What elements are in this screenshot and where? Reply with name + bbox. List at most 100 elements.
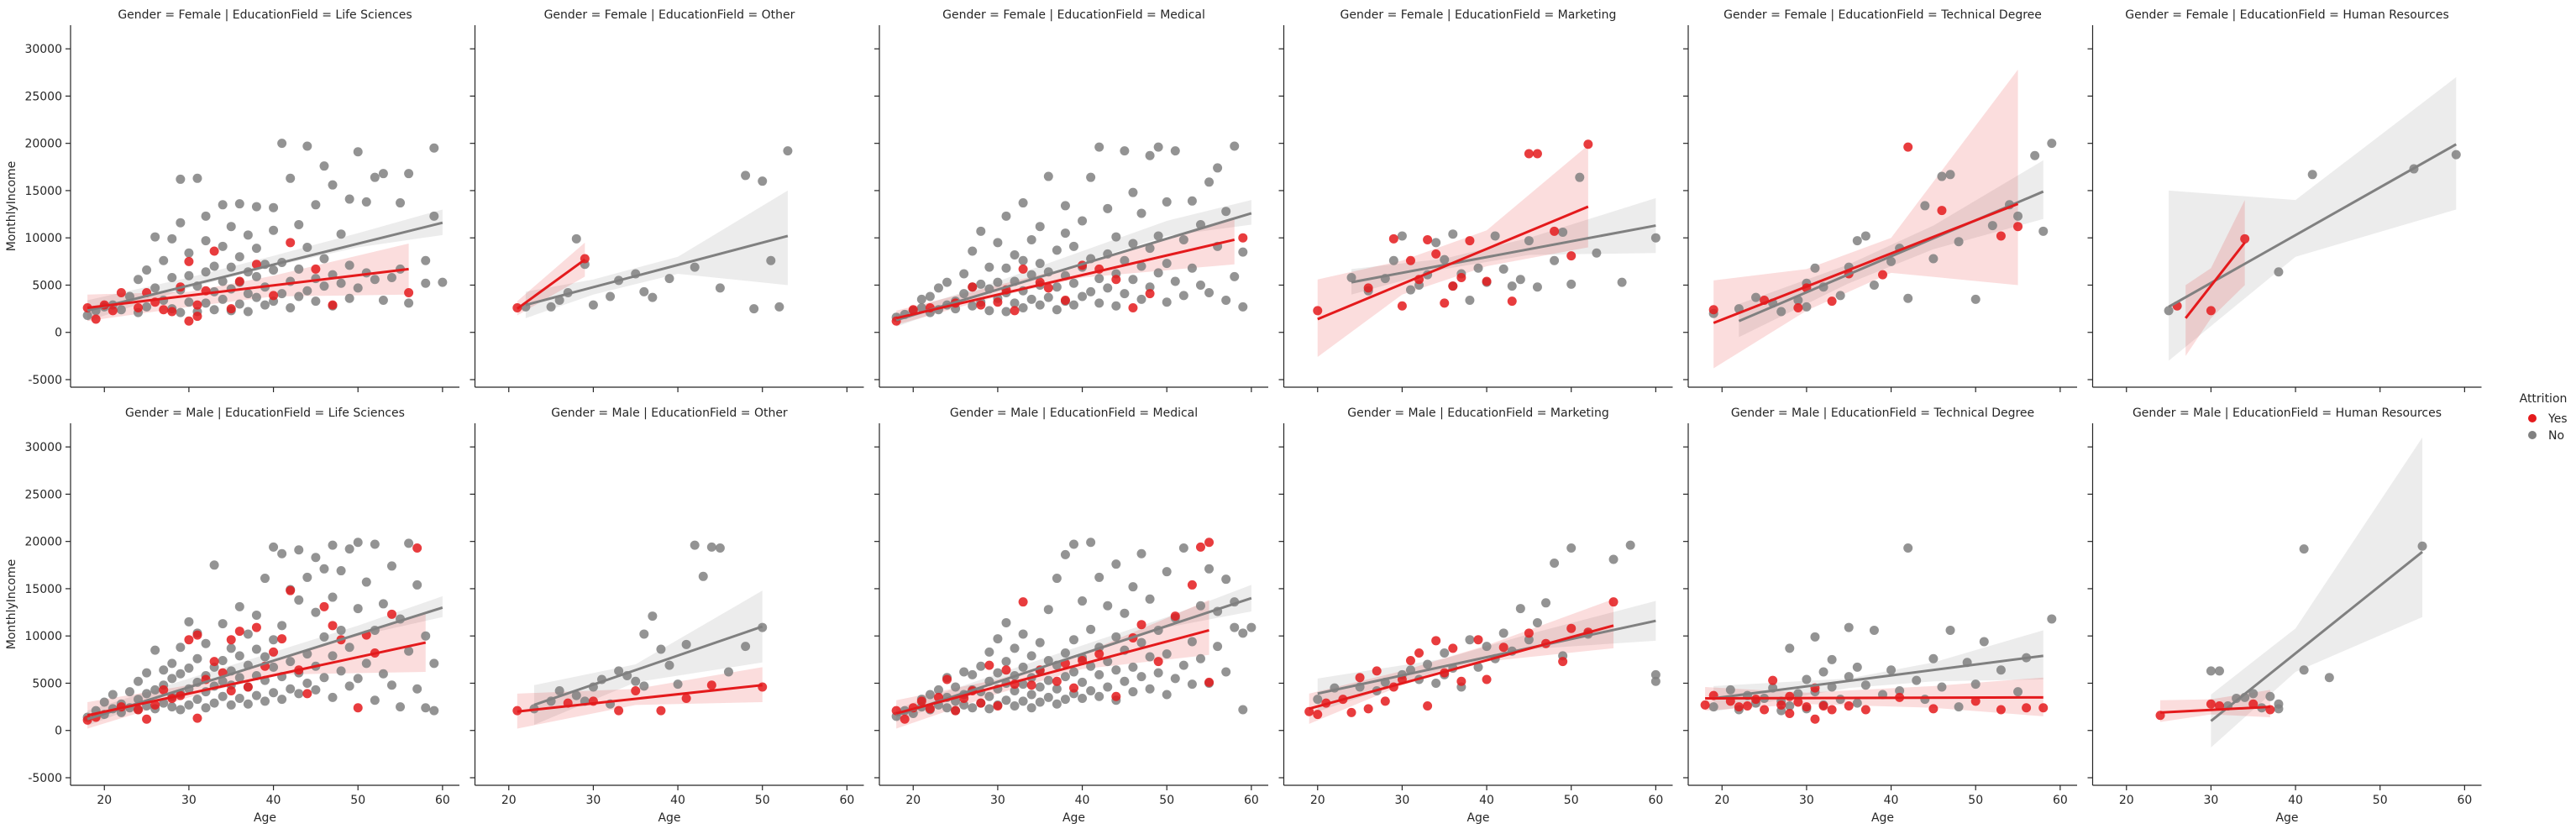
point-no	[1136, 208, 1146, 218]
point-no	[234, 693, 244, 703]
point-yes	[1734, 702, 1744, 712]
ci-band-no	[2211, 437, 2423, 747]
point-yes	[1768, 675, 1778, 685]
y-tick-label: 20000	[24, 138, 62, 151]
point-yes	[192, 312, 202, 322]
point-no	[1052, 282, 1062, 292]
point-yes	[656, 705, 666, 716]
point-no	[1187, 263, 1197, 273]
point-no	[1213, 163, 1223, 173]
point-no	[82, 310, 92, 320]
point-yes	[286, 238, 296, 248]
point-no	[1187, 679, 1197, 690]
point-no	[1035, 222, 1045, 232]
point-no	[1230, 271, 1240, 281]
point-no	[916, 294, 926, 304]
point-no	[2047, 139, 2057, 149]
point-no	[209, 261, 219, 271]
point-yes	[1363, 704, 1373, 714]
point-yes	[1708, 305, 1718, 315]
point-no	[2232, 693, 2242, 703]
point-no	[378, 669, 388, 679]
point-no	[226, 222, 236, 232]
point-no	[1128, 275, 1138, 285]
y-tick-label: 5000	[32, 677, 62, 690]
point-no	[715, 543, 725, 553]
point-no	[234, 651, 244, 661]
point-no	[1103, 682, 1113, 692]
point-no	[1650, 233, 1660, 243]
point-yes	[1431, 636, 1441, 646]
point-no	[1238, 705, 1248, 715]
x-tick-label: 50	[1564, 794, 1579, 807]
point-yes	[758, 682, 768, 692]
point-no	[656, 644, 666, 654]
point-yes	[1313, 710, 1323, 720]
point-no	[159, 255, 169, 265]
ci-band-no	[896, 585, 1251, 722]
point-no	[1120, 608, 1130, 618]
point-no	[741, 170, 751, 181]
point-no	[319, 281, 329, 291]
point-no	[1928, 653, 1939, 664]
point-no	[243, 629, 253, 639]
point-no	[1937, 171, 1947, 181]
point-no	[942, 277, 952, 287]
panel-2: Gender = Female | EducationField = Other	[470, 8, 864, 392]
point-no	[984, 306, 994, 316]
point-no	[1162, 649, 1172, 659]
point-no	[269, 688, 279, 698]
point-yes	[1187, 580, 1197, 590]
point-no	[260, 574, 270, 584]
x-axis-label: Age	[2275, 811, 2298, 825]
point-no	[176, 218, 186, 228]
point-no	[1086, 286, 1096, 296]
point-no	[984, 647, 994, 657]
point-no	[1043, 692, 1053, 702]
point-yes	[1608, 597, 1619, 607]
point-no	[1195, 653, 1205, 664]
point-no	[1987, 221, 1997, 231]
panel-3: Gender = Female | EducationField = Medic…	[874, 8, 1268, 392]
point-no	[1043, 171, 1053, 181]
point-yes	[1482, 674, 1492, 685]
point-no	[2214, 666, 2224, 676]
x-tick-label: 60	[1244, 794, 1259, 807]
x-tick-label: 40	[2288, 794, 2303, 807]
point-no	[269, 542, 279, 552]
point-no	[1010, 643, 1020, 653]
point-no	[142, 265, 152, 275]
point-no	[1945, 625, 1955, 635]
point-no	[959, 700, 969, 710]
point-no	[218, 200, 228, 210]
point-no	[226, 643, 236, 653]
point-no	[1111, 232, 1121, 242]
point-no	[1920, 695, 1930, 705]
point-yes	[1928, 704, 1939, 714]
point-no	[1895, 685, 1905, 695]
point-no	[159, 665, 169, 675]
point-no	[554, 685, 564, 695]
point-no	[1145, 594, 1155, 604]
point-yes	[968, 282, 978, 292]
point-yes	[192, 630, 202, 640]
point-no	[1060, 672, 1070, 682]
point-no	[167, 233, 177, 244]
x-tick-label: 30	[1799, 794, 1814, 807]
point-no	[184, 248, 194, 258]
point-no	[1465, 635, 1475, 645]
regression-line-yes	[895, 628, 1209, 715]
x-tick-label: 50	[1159, 794, 1174, 807]
point-no	[176, 705, 186, 715]
point-no	[150, 645, 160, 655]
point-no	[1069, 539, 1078, 549]
point-no	[167, 702, 177, 712]
regression-line-no	[2210, 550, 2423, 722]
x-tick-label: 40	[1479, 794, 1494, 807]
point-no	[167, 658, 177, 669]
y-tick-label: -5000	[28, 772, 62, 785]
point-no	[1052, 245, 1062, 255]
point-yes	[984, 660, 994, 670]
point-no	[648, 611, 658, 622]
point-no	[1346, 272, 1356, 282]
